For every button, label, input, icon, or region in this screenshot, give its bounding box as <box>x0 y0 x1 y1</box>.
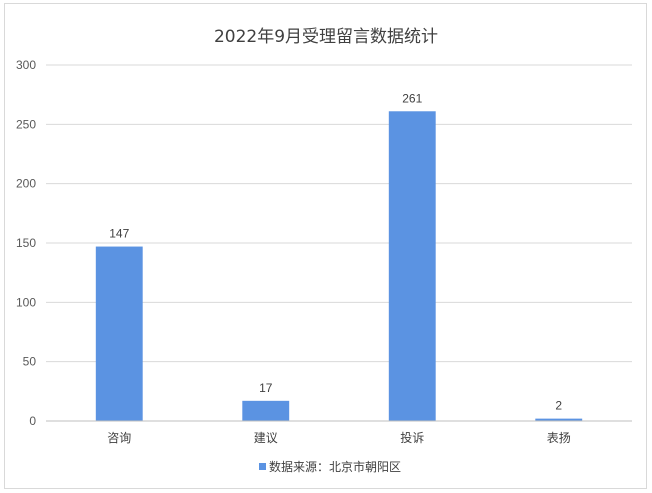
data-label: 2 <box>555 399 562 413</box>
data-label: 261 <box>402 91 422 105</box>
y-tick-label: 0 <box>29 414 36 428</box>
y-tick-label: 250 <box>16 117 36 131</box>
y-tick-label: 100 <box>16 295 36 309</box>
bars: 147 17 261 2 <box>95 91 583 421</box>
legend: 数据来源：北京市朝阳区 <box>259 459 401 474</box>
data-label: 17 <box>259 381 273 395</box>
bar <box>95 246 143 421</box>
legend-swatch <box>259 463 266 470</box>
x-tick-label: 建议 <box>254 431 278 445</box>
bar <box>242 400 290 421</box>
chart-title: 2022年9月受理留言数据统计 <box>214 27 438 47</box>
x-tick-label: 咨询 <box>107 430 131 445</box>
bar <box>388 111 436 421</box>
x-axis: 咨询 建议 投诉 表扬 <box>46 420 632 445</box>
y-tick-label: 300 <box>16 58 36 72</box>
y-tick-label: 50 <box>23 355 37 369</box>
legend-label: 数据来源：北京市朝阳区 <box>269 459 401 474</box>
data-label: 147 <box>109 227 129 241</box>
y-tick-label: 150 <box>16 236 36 250</box>
x-tick-label: 表扬 <box>547 430 571 445</box>
x-tick-label: 投诉 <box>400 430 424 445</box>
y-tick-label: 200 <box>16 177 36 191</box>
bar <box>535 418 583 421</box>
gridlines <box>46 64 632 363</box>
y-axis: 0 50 100 150 200 250 300 <box>16 58 36 428</box>
